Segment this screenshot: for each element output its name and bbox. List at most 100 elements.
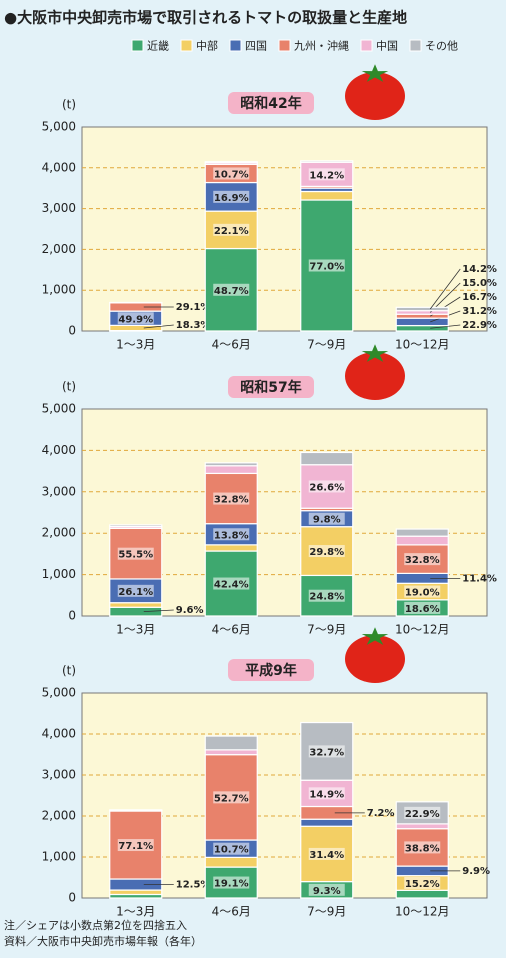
y-tick-label: 5,000 [42, 686, 76, 700]
legend-label: その他 [425, 40, 458, 53]
label-backdrop [213, 876, 250, 889]
y-axis-label: (t) [62, 664, 76, 678]
x-tick-label: 4〜6月 [212, 905, 251, 919]
label-backdrop [308, 168, 345, 181]
bar-segment [395, 823, 449, 830]
legend-label: 近畿 [147, 39, 169, 53]
bar-segment [395, 317, 449, 327]
segment-label: 24.8% [309, 592, 344, 603]
segment-label: 42.4% [214, 580, 249, 591]
segment-label: 16.7% [462, 292, 497, 303]
segment-label: 48.7% [214, 286, 249, 297]
segment-label: 13.8% [214, 530, 249, 541]
panel-title-box [228, 92, 314, 114]
label-backdrop [404, 585, 441, 598]
plot-area [81, 126, 488, 332]
tomato [345, 72, 405, 120]
segment-label: 32.7% [309, 747, 344, 758]
legend-label: 九州・沖縄 [294, 39, 349, 53]
x-tick-label: 4〜6月 [212, 338, 251, 352]
label-backdrop [308, 259, 345, 272]
y-tick-label: 3,000 [42, 768, 76, 782]
bar-segment [204, 544, 258, 552]
bar-segment [395, 324, 449, 332]
x-tick-label: 7〜9月 [307, 338, 346, 352]
segment-label: 22.9% [462, 320, 497, 331]
tomato-leaf [361, 627, 389, 645]
bar-segment [204, 465, 258, 475]
y-tick-label: 2,000 [42, 809, 76, 823]
segment-label: 55.5% [118, 550, 153, 561]
segment-label: 29.8% [309, 547, 344, 558]
label-backdrop [404, 806, 441, 819]
panel-title: 昭和57年 [240, 379, 301, 396]
bar-segment [109, 809, 163, 812]
label-backdrop [117, 839, 154, 852]
bar-segment [109, 324, 163, 332]
segment-label: 14.9% [309, 789, 344, 800]
segment-label: 15.2% [405, 879, 440, 890]
segment-label: 49.9% [118, 314, 153, 325]
legend-swatch [360, 39, 373, 52]
label-backdrop [213, 842, 250, 855]
legend-swatch [409, 39, 422, 52]
x-tick-label: 4〜6月 [212, 623, 251, 637]
segment-label: 52.7% [214, 793, 249, 804]
label-backdrop [213, 577, 250, 590]
segment-label: 14.2% [309, 170, 344, 181]
segment-label: 9.3% [313, 886, 341, 897]
tomato-leaf [361, 64, 389, 82]
segment-label: 11.4% [462, 573, 497, 584]
y-tick-label: 2,000 [42, 526, 76, 540]
segment-label: 12.5% [176, 880, 211, 891]
bar-segment [395, 528, 449, 537]
panel-title: 昭和42年 [240, 95, 301, 112]
legend-swatch [278, 39, 291, 52]
segment-label: 10.7% [214, 845, 249, 856]
label-backdrop [308, 512, 345, 525]
x-tick-label: 10〜12月 [395, 905, 450, 919]
bar-segment [300, 818, 354, 827]
legend-swatch [131, 39, 144, 52]
segment-label: 26.1% [118, 587, 153, 598]
legend-swatch [180, 39, 193, 52]
segment-label: 18.3% [176, 320, 211, 331]
segment-label: 32.8% [214, 495, 249, 506]
segment-label: 22.1% [214, 226, 249, 237]
y-tick-label: 1,000 [42, 850, 76, 864]
label-backdrop [308, 787, 345, 800]
segment-label: 16.9% [214, 193, 249, 204]
segment-label: 9.8% [313, 515, 341, 526]
y-tick-label: 2,000 [42, 242, 76, 256]
label-backdrop [308, 589, 345, 602]
leader-line [143, 324, 174, 329]
bar-segment [300, 190, 354, 201]
bar-segment [109, 524, 163, 528]
segment-label: 15.0% [462, 278, 497, 289]
bar-segment [109, 606, 163, 617]
y-axis-label: (t) [62, 98, 76, 112]
tomato [345, 352, 405, 400]
label-backdrop [308, 545, 345, 558]
label-backdrop [117, 312, 154, 325]
x-tick-label: 10〜12月 [395, 623, 450, 637]
y-tick-label: 4,000 [42, 727, 76, 741]
y-tick-label: 0 [68, 891, 76, 905]
segment-label: 26.6% [309, 482, 344, 493]
x-tick-label: 7〜9月 [307, 905, 346, 919]
panel-title: 平成9年 [245, 662, 297, 679]
segment-label: 18.6% [405, 604, 440, 615]
label-backdrop [308, 847, 345, 860]
leader-line [430, 324, 461, 329]
y-tick-label: 4,000 [42, 443, 76, 457]
label-backdrop [213, 283, 250, 296]
bar-segment [204, 735, 258, 751]
panel-title-box [228, 659, 314, 681]
panel-title-box [228, 376, 314, 398]
label-backdrop [404, 601, 441, 614]
label-backdrop [213, 528, 250, 541]
x-tick-label: 1〜3月 [116, 905, 155, 919]
leader-line [429, 268, 461, 310]
